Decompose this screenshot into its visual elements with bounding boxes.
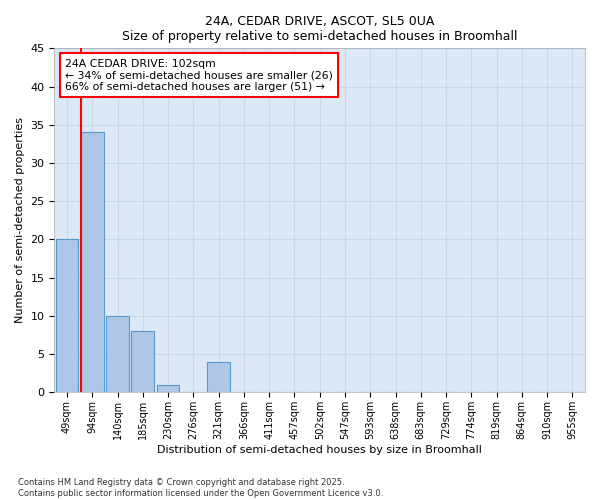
X-axis label: Distribution of semi-detached houses by size in Broomhall: Distribution of semi-detached houses by …	[157, 445, 482, 455]
Text: Contains HM Land Registry data © Crown copyright and database right 2025.
Contai: Contains HM Land Registry data © Crown c…	[18, 478, 383, 498]
Bar	[207, 362, 230, 392]
Bar	[56, 240, 79, 392]
Bar	[157, 385, 179, 392]
Bar	[81, 132, 104, 392]
Bar	[131, 332, 154, 392]
Title: 24A, CEDAR DRIVE, ASCOT, SL5 0UA
Size of property relative to semi-detached hous: 24A, CEDAR DRIVE, ASCOT, SL5 0UA Size of…	[122, 15, 517, 43]
Bar	[106, 316, 129, 392]
Y-axis label: Number of semi-detached properties: Number of semi-detached properties	[15, 118, 25, 324]
Text: 24A CEDAR DRIVE: 102sqm
← 34% of semi-detached houses are smaller (26)
66% of se: 24A CEDAR DRIVE: 102sqm ← 34% of semi-de…	[65, 58, 333, 92]
